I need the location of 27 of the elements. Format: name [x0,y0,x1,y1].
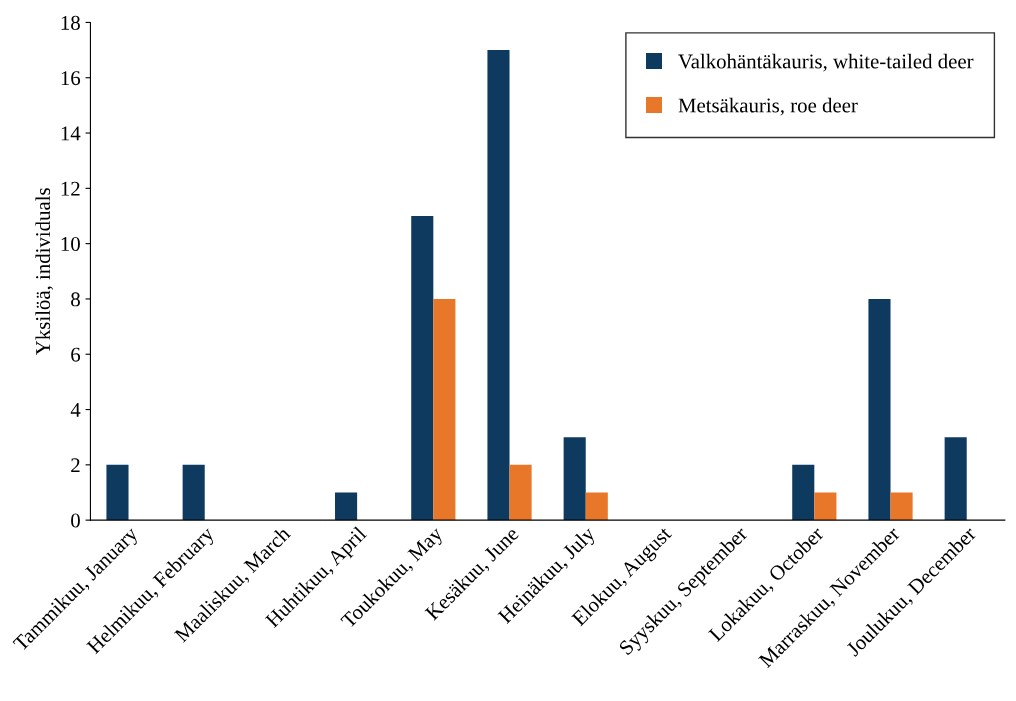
bar [335,492,358,521]
bar [509,464,532,521]
y-tick-label: 14 [61,126,81,141]
y-tick-label: 16 [61,71,81,86]
bar [868,298,891,521]
bar [944,437,967,521]
y-tick-label: 12 [61,181,80,196]
bar [487,50,510,521]
y-tick-label: 10 [61,237,80,252]
legend-label: Valkohäntäkauris, white-tailed deer [678,53,974,72]
y-tick-label: 6 [71,347,81,362]
y-tick-label: 8 [71,292,80,307]
bar [182,464,205,521]
legend-label: Metsäkauris, roe deer [678,97,858,116]
bar [585,492,608,521]
bar [563,437,586,521]
y-axis-title: Yksilöä, individuals [35,188,54,355]
y-tick-label: 2 [71,458,80,473]
bar [890,492,913,521]
bar [433,298,456,521]
bar [814,492,837,521]
y-tick-label: 0 [71,513,80,528]
bar [792,464,815,521]
y-tick-label: 4 [70,403,81,417]
y-tick-label: 18 [61,15,80,30]
bar [106,464,129,521]
bar [411,215,434,521]
